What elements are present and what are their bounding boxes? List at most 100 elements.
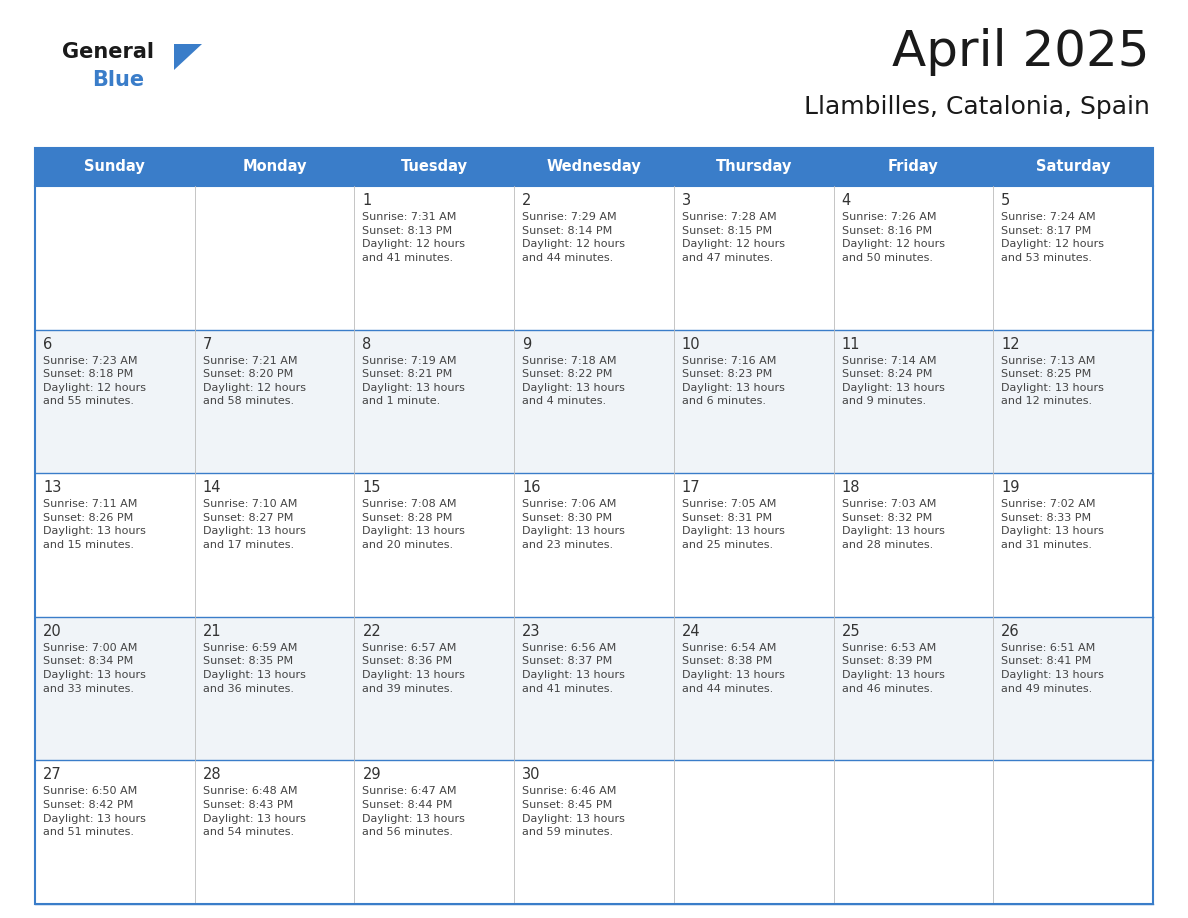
Bar	[34, 148, 1154, 904]
Bar	[834, 473, 993, 617]
Text: Sunrise: 7:05 AM
Sunset: 8:31 PM
Daylight: 13 hours
and 25 minutes.: Sunrise: 7:05 AM Sunset: 8:31 PM Dayligh…	[682, 499, 785, 550]
Text: Sunrise: 7:02 AM
Sunset: 8:33 PM
Daylight: 13 hours
and 31 minutes.: Sunrise: 7:02 AM Sunset: 8:33 PM Dayligh…	[1001, 499, 1104, 550]
Text: Sunrise: 7:16 AM
Sunset: 8:23 PM
Daylight: 13 hours
and 6 minutes.: Sunrise: 7:16 AM Sunset: 8:23 PM Dayligh…	[682, 355, 785, 407]
Text: Llambilles, Catalonia, Spain: Llambilles, Catalonia, Spain	[804, 95, 1150, 119]
Bar	[993, 760, 1154, 904]
Text: Sunrise: 6:51 AM
Sunset: 8:41 PM
Daylight: 13 hours
and 49 minutes.: Sunrise: 6:51 AM Sunset: 8:41 PM Dayligh…	[1001, 643, 1104, 694]
Text: 26: 26	[1001, 624, 1020, 639]
Text: Sunrise: 7:18 AM
Sunset: 8:22 PM
Daylight: 13 hours
and 4 minutes.: Sunrise: 7:18 AM Sunset: 8:22 PM Dayligh…	[523, 355, 625, 407]
Text: 13: 13	[43, 480, 62, 495]
Text: 14: 14	[203, 480, 221, 495]
Text: Sunrise: 7:11 AM
Sunset: 8:26 PM
Daylight: 13 hours
and 15 minutes.: Sunrise: 7:11 AM Sunset: 8:26 PM Dayligh…	[43, 499, 146, 550]
Text: 15: 15	[362, 480, 381, 495]
Text: 21: 21	[203, 624, 221, 639]
Text: Sunrise: 7:03 AM
Sunset: 8:32 PM
Daylight: 13 hours
and 28 minutes.: Sunrise: 7:03 AM Sunset: 8:32 PM Dayligh…	[841, 499, 944, 550]
Text: 19: 19	[1001, 480, 1019, 495]
Text: Sunrise: 7:23 AM
Sunset: 8:18 PM
Daylight: 12 hours
and 55 minutes.: Sunrise: 7:23 AM Sunset: 8:18 PM Dayligh…	[43, 355, 146, 407]
Text: 3: 3	[682, 193, 691, 208]
Text: 24: 24	[682, 624, 701, 639]
Bar	[195, 617, 354, 760]
Bar	[354, 148, 514, 186]
Bar	[514, 186, 674, 330]
Bar	[34, 760, 195, 904]
Bar	[674, 148, 834, 186]
Bar	[834, 617, 993, 760]
Bar	[195, 330, 354, 473]
Text: 16: 16	[523, 480, 541, 495]
Text: Saturday: Saturday	[1036, 160, 1111, 174]
Text: Sunrise: 6:57 AM
Sunset: 8:36 PM
Daylight: 13 hours
and 39 minutes.: Sunrise: 6:57 AM Sunset: 8:36 PM Dayligh…	[362, 643, 466, 694]
Text: Sunrise: 7:08 AM
Sunset: 8:28 PM
Daylight: 13 hours
and 20 minutes.: Sunrise: 7:08 AM Sunset: 8:28 PM Dayligh…	[362, 499, 466, 550]
Bar	[834, 148, 993, 186]
Bar	[674, 760, 834, 904]
Bar	[354, 760, 514, 904]
Text: 18: 18	[841, 480, 860, 495]
Text: Wednesday: Wednesday	[546, 160, 642, 174]
Bar	[674, 617, 834, 760]
Text: Sunrise: 6:47 AM
Sunset: 8:44 PM
Daylight: 13 hours
and 56 minutes.: Sunrise: 6:47 AM Sunset: 8:44 PM Dayligh…	[362, 787, 466, 837]
Text: 30: 30	[523, 767, 541, 782]
Text: General: General	[62, 42, 154, 62]
Bar	[514, 330, 674, 473]
Bar	[34, 617, 195, 760]
Bar	[993, 473, 1154, 617]
Text: Sunday: Sunday	[84, 160, 145, 174]
Text: Blue: Blue	[91, 70, 144, 90]
Bar	[195, 473, 354, 617]
Text: Sunrise: 6:46 AM
Sunset: 8:45 PM
Daylight: 13 hours
and 59 minutes.: Sunrise: 6:46 AM Sunset: 8:45 PM Dayligh…	[523, 787, 625, 837]
Text: Sunrise: 7:31 AM
Sunset: 8:13 PM
Daylight: 12 hours
and 41 minutes.: Sunrise: 7:31 AM Sunset: 8:13 PM Dayligh…	[362, 212, 466, 263]
Text: Sunrise: 7:14 AM
Sunset: 8:24 PM
Daylight: 13 hours
and 9 minutes.: Sunrise: 7:14 AM Sunset: 8:24 PM Dayligh…	[841, 355, 944, 407]
Text: 6: 6	[43, 337, 52, 352]
Text: 23: 23	[523, 624, 541, 639]
Text: 12: 12	[1001, 337, 1020, 352]
Bar	[674, 330, 834, 473]
Text: 2: 2	[523, 193, 531, 208]
Text: Friday: Friday	[889, 160, 939, 174]
Polygon shape	[173, 44, 202, 70]
Text: 25: 25	[841, 624, 860, 639]
Text: 5: 5	[1001, 193, 1011, 208]
Text: 29: 29	[362, 767, 381, 782]
Text: Sunrise: 6:50 AM
Sunset: 8:42 PM
Daylight: 13 hours
and 51 minutes.: Sunrise: 6:50 AM Sunset: 8:42 PM Dayligh…	[43, 787, 146, 837]
Text: 9: 9	[523, 337, 531, 352]
Bar	[354, 473, 514, 617]
Bar	[34, 186, 195, 330]
Text: Sunrise: 7:13 AM
Sunset: 8:25 PM
Daylight: 13 hours
and 12 minutes.: Sunrise: 7:13 AM Sunset: 8:25 PM Dayligh…	[1001, 355, 1104, 407]
Text: Sunrise: 6:59 AM
Sunset: 8:35 PM
Daylight: 13 hours
and 36 minutes.: Sunrise: 6:59 AM Sunset: 8:35 PM Dayligh…	[203, 643, 305, 694]
Bar	[514, 148, 674, 186]
Text: Sunrise: 7:06 AM
Sunset: 8:30 PM
Daylight: 13 hours
and 23 minutes.: Sunrise: 7:06 AM Sunset: 8:30 PM Dayligh…	[523, 499, 625, 550]
Text: Thursday: Thursday	[715, 160, 792, 174]
Bar	[34, 330, 195, 473]
Bar	[834, 186, 993, 330]
Text: Sunrise: 7:21 AM
Sunset: 8:20 PM
Daylight: 12 hours
and 58 minutes.: Sunrise: 7:21 AM Sunset: 8:20 PM Dayligh…	[203, 355, 305, 407]
Bar	[195, 148, 354, 186]
Text: Sunrise: 7:28 AM
Sunset: 8:15 PM
Daylight: 12 hours
and 47 minutes.: Sunrise: 7:28 AM Sunset: 8:15 PM Dayligh…	[682, 212, 785, 263]
Text: 20: 20	[43, 624, 62, 639]
Text: Sunrise: 7:00 AM
Sunset: 8:34 PM
Daylight: 13 hours
and 33 minutes.: Sunrise: 7:00 AM Sunset: 8:34 PM Dayligh…	[43, 643, 146, 694]
Bar	[195, 760, 354, 904]
Bar	[993, 148, 1154, 186]
Bar	[993, 330, 1154, 473]
Bar	[834, 760, 993, 904]
Text: Monday: Monday	[242, 160, 307, 174]
Text: 8: 8	[362, 337, 372, 352]
Bar	[34, 148, 195, 186]
Text: 4: 4	[841, 193, 851, 208]
Text: Sunrise: 7:19 AM
Sunset: 8:21 PM
Daylight: 13 hours
and 1 minute.: Sunrise: 7:19 AM Sunset: 8:21 PM Dayligh…	[362, 355, 466, 407]
Text: 28: 28	[203, 767, 221, 782]
Text: Tuesday: Tuesday	[400, 160, 468, 174]
Text: Sunrise: 6:54 AM
Sunset: 8:38 PM
Daylight: 13 hours
and 44 minutes.: Sunrise: 6:54 AM Sunset: 8:38 PM Dayligh…	[682, 643, 785, 694]
Bar	[674, 473, 834, 617]
Bar	[34, 473, 195, 617]
Bar	[514, 617, 674, 760]
Text: Sunrise: 7:10 AM
Sunset: 8:27 PM
Daylight: 13 hours
and 17 minutes.: Sunrise: 7:10 AM Sunset: 8:27 PM Dayligh…	[203, 499, 305, 550]
Text: Sunrise: 7:29 AM
Sunset: 8:14 PM
Daylight: 12 hours
and 44 minutes.: Sunrise: 7:29 AM Sunset: 8:14 PM Dayligh…	[523, 212, 625, 263]
Bar	[993, 186, 1154, 330]
Bar	[354, 617, 514, 760]
Text: Sunrise: 6:56 AM
Sunset: 8:37 PM
Daylight: 13 hours
and 41 minutes.: Sunrise: 6:56 AM Sunset: 8:37 PM Dayligh…	[523, 643, 625, 694]
Text: 10: 10	[682, 337, 701, 352]
Bar	[993, 617, 1154, 760]
Text: 17: 17	[682, 480, 701, 495]
Bar	[354, 330, 514, 473]
Text: Sunrise: 6:48 AM
Sunset: 8:43 PM
Daylight: 13 hours
and 54 minutes.: Sunrise: 6:48 AM Sunset: 8:43 PM Dayligh…	[203, 787, 305, 837]
